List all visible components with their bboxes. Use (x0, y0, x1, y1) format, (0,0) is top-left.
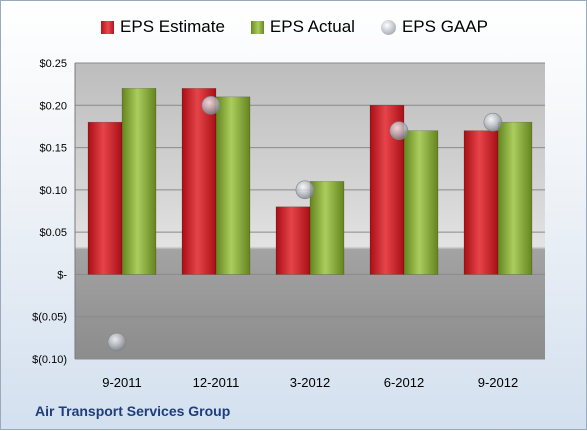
legend-item-eps-actual: EPS Actual (250, 17, 355, 37)
bar-eps-estimate (275, 206, 311, 275)
x-tick-label: 9-2011 (102, 375, 142, 390)
legend-label-eps-gaap: EPS GAAP (401, 17, 488, 36)
legend-swatch-eps-actual (250, 20, 264, 34)
legend-swatch-eps-estimate (101, 20, 115, 34)
company-name: Air Transport Services Group (35, 403, 231, 419)
y-tick-label: $0.05 (39, 227, 67, 239)
y-tick-label: $(0.05) (32, 312, 67, 324)
legend-item-eps-gaap: EPS GAAP (380, 17, 488, 37)
legend-label-eps-estimate: EPS Estimate (120, 17, 225, 36)
bar-eps-actual (403, 130, 439, 275)
y-tick-label: $- (57, 269, 67, 281)
point-eps-gaap (389, 121, 409, 140)
y-tick-label: $0.20 (39, 100, 67, 112)
legend-item-eps-estimate: EPS Estimate (101, 17, 225, 37)
bar-eps-actual (121, 88, 157, 275)
bar-eps-estimate (87, 121, 123, 275)
y-tick-label: $0.10 (39, 185, 67, 197)
x-tick-label: 12-2011 (193, 375, 240, 390)
legend-label-eps-actual: EPS Actual (269, 17, 355, 36)
point-eps-gaap (483, 112, 503, 132)
legend-marker-eps-gaap (380, 19, 396, 35)
x-tick-label: 3-2012 (290, 375, 330, 390)
point-eps-gaap (201, 95, 221, 115)
y-tick-label: $(0.10) (32, 354, 67, 366)
bar-eps-actual (215, 96, 251, 275)
legend: EPS Estimate EPS Actual EPS GAAP (1, 17, 587, 37)
y-tick-label: $0.25 (39, 58, 67, 70)
bar-eps-actual (497, 121, 533, 275)
point-eps-gaap (295, 180, 315, 200)
x-tick-label: 9-2012 (478, 375, 518, 390)
y-tick-label: $0.15 (39, 143, 67, 155)
bar-eps-actual (309, 181, 345, 275)
point-eps-gaap (107, 332, 127, 352)
bar-eps-estimate (463, 130, 499, 275)
x-tick-label: 6-2012 (384, 375, 424, 390)
bar-eps-estimate (181, 88, 217, 275)
